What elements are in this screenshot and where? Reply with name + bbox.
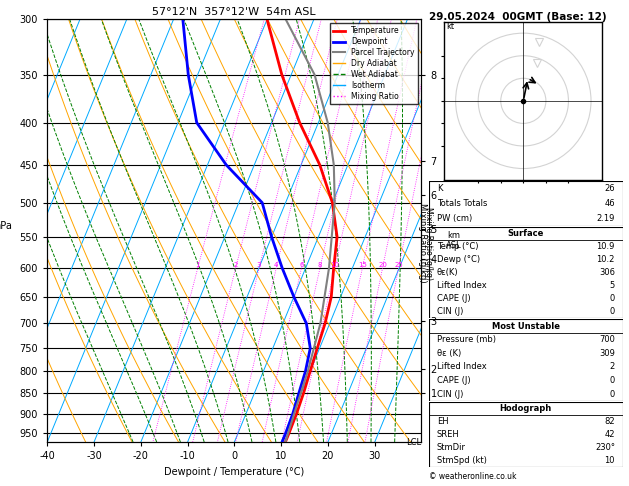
Text: 46: 46 <box>604 199 615 208</box>
Text: Dewp (°C): Dewp (°C) <box>437 255 480 264</box>
Text: SREH: SREH <box>437 430 459 439</box>
Text: 25: 25 <box>394 262 403 268</box>
Text: 29.05.2024  00GMT (Base: 12): 29.05.2024 00GMT (Base: 12) <box>429 12 606 22</box>
Text: StmSpd (kt): StmSpd (kt) <box>437 455 487 465</box>
Text: EH: EH <box>437 417 448 426</box>
Text: 230°: 230° <box>595 443 615 451</box>
Text: 0: 0 <box>610 390 615 399</box>
Text: 6: 6 <box>299 262 304 268</box>
Text: 26: 26 <box>604 184 615 193</box>
Text: θε(K): θε(K) <box>437 268 459 277</box>
Text: 1: 1 <box>196 262 200 268</box>
Text: 10: 10 <box>604 455 615 465</box>
Text: 2.19: 2.19 <box>596 214 615 223</box>
Text: 2: 2 <box>610 363 615 371</box>
Title: 57°12'N  357°12'W  54m ASL: 57°12'N 357°12'W 54m ASL <box>152 7 316 17</box>
Text: Mixing Ratio (g/kg): Mixing Ratio (g/kg) <box>418 203 427 283</box>
Legend: Temperature, Dewpoint, Parcel Trajectory, Dry Adiabat, Wet Adiabat, Isotherm, Mi: Temperature, Dewpoint, Parcel Trajectory… <box>330 23 418 104</box>
Text: Mixing Ratio (g/kg): Mixing Ratio (g/kg) <box>424 207 433 280</box>
Text: Totals Totals: Totals Totals <box>437 199 487 208</box>
Text: StmDir: StmDir <box>437 443 465 451</box>
Text: 0: 0 <box>610 294 615 303</box>
Text: 8: 8 <box>318 262 322 268</box>
Text: PW (cm): PW (cm) <box>437 214 472 223</box>
Text: CIN (J): CIN (J) <box>437 390 463 399</box>
Text: 10.2: 10.2 <box>596 255 615 264</box>
Text: CAPE (J): CAPE (J) <box>437 294 470 303</box>
Text: 2: 2 <box>233 262 238 268</box>
Text: 10: 10 <box>330 262 339 268</box>
Text: kt: kt <box>447 22 455 31</box>
Text: 42: 42 <box>604 430 615 439</box>
Text: Surface: Surface <box>508 229 544 238</box>
Text: Pressure (mb): Pressure (mb) <box>437 335 496 344</box>
Text: Lifted Index: Lifted Index <box>437 363 486 371</box>
Y-axis label: km
ASL: km ASL <box>445 231 461 250</box>
Text: 0: 0 <box>610 376 615 385</box>
Text: 5: 5 <box>610 281 615 290</box>
Text: LCL: LCL <box>406 438 421 447</box>
Text: K: K <box>437 184 442 193</box>
Text: 4: 4 <box>274 262 279 268</box>
Text: 20: 20 <box>378 262 387 268</box>
X-axis label: Dewpoint / Temperature (°C): Dewpoint / Temperature (°C) <box>164 467 304 477</box>
Text: 306: 306 <box>599 268 615 277</box>
Text: 700: 700 <box>599 335 615 344</box>
Text: CAPE (J): CAPE (J) <box>437 376 470 385</box>
Text: Most Unstable: Most Unstable <box>492 322 560 330</box>
Text: 0: 0 <box>610 307 615 316</box>
Text: CIN (J): CIN (J) <box>437 307 463 316</box>
Text: 82: 82 <box>604 417 615 426</box>
Text: 10.9: 10.9 <box>596 242 615 251</box>
Text: © weatheronline.co.uk: © weatheronline.co.uk <box>429 472 516 481</box>
Text: Hodograph: Hodograph <box>499 404 552 413</box>
Text: θε (K): θε (K) <box>437 349 461 358</box>
Text: 15: 15 <box>358 262 367 268</box>
Text: Temp (°C): Temp (°C) <box>437 242 478 251</box>
Y-axis label: hPa: hPa <box>0 221 12 231</box>
Text: 3: 3 <box>257 262 261 268</box>
Text: Lifted Index: Lifted Index <box>437 281 486 290</box>
Text: 309: 309 <box>599 349 615 358</box>
